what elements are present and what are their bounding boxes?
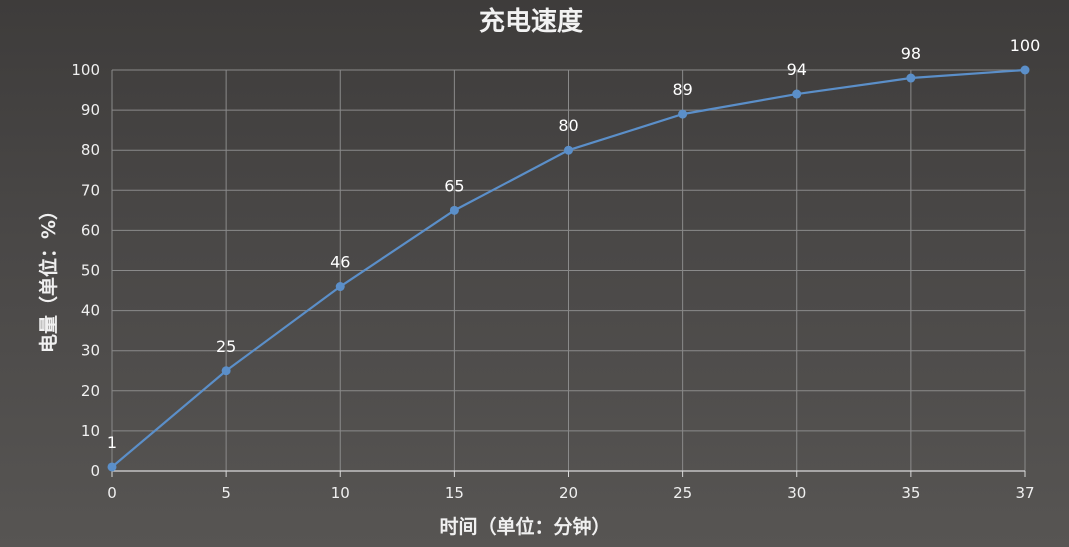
data-point: [221, 366, 231, 376]
x-tick-label: 15: [445, 484, 464, 502]
data-label: 46: [330, 253, 350, 272]
grid: [111, 69, 1026, 477]
y-tick-labels: 0 10 20 30 40 50 60 70 80 90 100: [71, 61, 100, 480]
y-tick-label: 90: [81, 101, 100, 119]
y-tick-label: 40: [81, 302, 100, 320]
y-tick-label: 50: [81, 262, 100, 280]
x-tick-label: 30: [787, 484, 806, 502]
data-label: 65: [444, 176, 464, 195]
data-point: [335, 282, 345, 292]
y-axis-label: 电量（单位：%）: [37, 201, 60, 353]
y-tick-label: 0: [90, 462, 100, 480]
data-point: [564, 145, 573, 155]
data-point: [678, 109, 688, 119]
y-tick-label: 20: [81, 382, 100, 400]
y-tick-label: 60: [81, 221, 100, 239]
x-axis-label: 时间（单位：分钟）: [439, 515, 610, 538]
y-tick-label: 70: [81, 181, 100, 199]
y-tick-label: 100: [71, 61, 100, 79]
x-tick-label: 20: [559, 484, 578, 502]
y-tick-label: 30: [81, 342, 100, 360]
data-label: 98: [901, 44, 921, 63]
x-tick-label: 25: [673, 484, 692, 502]
data-point: [792, 89, 802, 99]
data-point: [1020, 65, 1030, 75]
data-label: 25: [216, 337, 236, 356]
x-tick-label: 0: [107, 484, 117, 502]
data-labels: 1 25 46 65 80 89 94 98 100: [107, 36, 1040, 452]
y-tick-label: 80: [81, 141, 100, 159]
data-label: 1: [107, 433, 117, 452]
x-tick-label: 10: [331, 484, 350, 502]
x-tick-label: 37: [1015, 484, 1034, 502]
data-point: [906, 73, 916, 83]
data-label: 94: [787, 60, 807, 79]
data-point: [107, 462, 117, 472]
x-tick-label: 5: [221, 484, 231, 502]
chart-title: 充电速度: [479, 6, 583, 37]
x-tick-labels: 0 5 10 15 20 25 30 35 37: [107, 484, 1034, 502]
data-label: 100: [1010, 36, 1041, 55]
data-label: 80: [558, 116, 578, 135]
y-tick-label: 10: [81, 422, 100, 440]
x-tick-label: 35: [901, 484, 920, 502]
series: [107, 65, 1030, 472]
data-label: 89: [672, 80, 692, 99]
data-point: [449, 205, 459, 215]
